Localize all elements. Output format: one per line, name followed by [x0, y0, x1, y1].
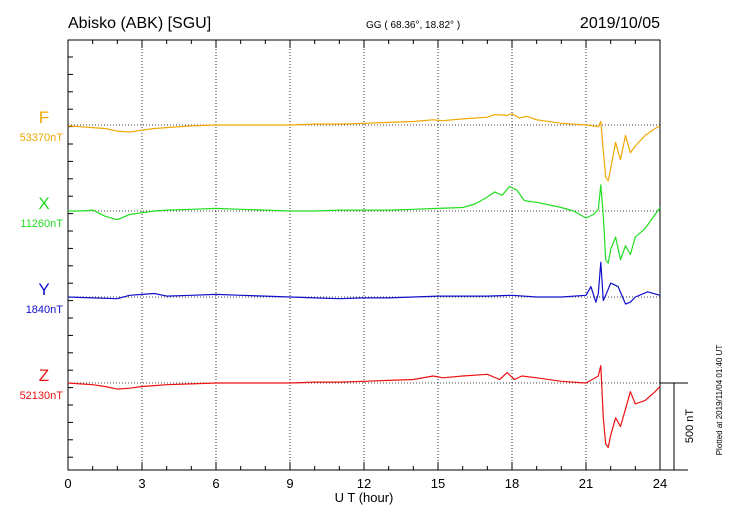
component-labels: F 53370nT X 11260nT Y 1840nT Z 52130nT: [20, 108, 64, 402]
grid-lines: [141, 40, 587, 470]
station-title: Abisko (ABK) [SGU]: [68, 15, 211, 32]
x-tick-label-0: 0: [64, 476, 71, 491]
baseline-value-F: 53370nT: [20, 132, 64, 144]
scale-bar-label: 500 nT: [684, 409, 696, 444]
trace-F: [67, 113, 661, 182]
x-tick-label-6: 6: [212, 476, 219, 491]
scale-bar: 500 nT: [660, 382, 696, 471]
component-label-Y: Y: [38, 280, 49, 299]
left-minor-ticks: [68, 56, 73, 458]
x-tick-label-18: 18: [505, 476, 519, 491]
x-tick-label-12: 12: [357, 476, 371, 491]
trace-X: [68, 184, 661, 264]
date-label: 2019/10/05: [580, 15, 660, 32]
baseline-value-Y: 1840nT: [26, 304, 64, 316]
x-axis-label: U T (hour): [335, 490, 394, 505]
coordinates-label: GG ( 68.36°, 18.82° ): [366, 20, 460, 31]
plot-frame: [67, 39, 661, 471]
component-label-Z: Z: [39, 366, 49, 385]
traces: [67, 113, 661, 448]
baseline-value-X: 11260nT: [20, 218, 63, 230]
trace-Z: [67, 365, 661, 448]
baseline-value-Z: 52130nT: [20, 390, 64, 402]
x-tick-label-15: 15: [431, 476, 445, 491]
x-tick-label-9: 9: [286, 476, 293, 491]
component-label-X: X: [38, 194, 49, 213]
component-label-F: F: [39, 108, 49, 127]
x-tick-label-24: 24: [653, 476, 667, 491]
x-tick-label-21: 21: [579, 476, 593, 491]
trace-Y: [67, 261, 661, 305]
x-tick-label-3: 3: [138, 476, 145, 491]
plotted-timestamp: Plotted at 2019/11/04 01:40 UT: [715, 345, 724, 456]
x-axis-ticks: 0 3 6 9 12 15 18 21 24: [64, 40, 667, 491]
